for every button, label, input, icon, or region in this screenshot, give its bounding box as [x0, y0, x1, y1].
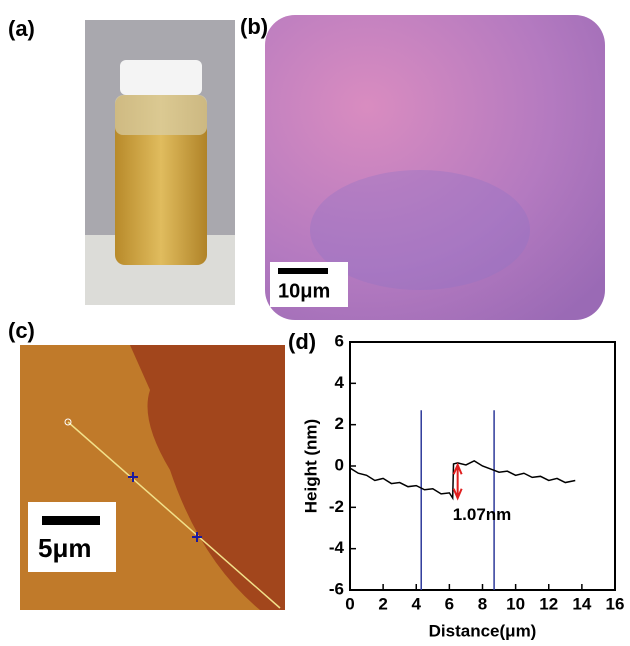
x-tick-label: 6	[445, 594, 454, 613]
y-tick-label: -6	[329, 579, 344, 598]
annotation: 1.07nm	[453, 505, 512, 524]
y-tick-label: 4	[335, 373, 345, 392]
scale-bar-label: 10μm	[278, 280, 330, 302]
figure: (a) (b) 10μm (c) 5μm (d) 0 2 4 6 8 10 12 14 16 -6…	[0, 0, 630, 641]
y-tick-label: 2	[335, 414, 344, 433]
chart: 0 2 4 6 8 10 12 14 16 -6 -4 -2 0 2 4 6 Distance(μm) Heigh…	[301, 331, 624, 640]
x-tick-label: 16	[606, 594, 625, 613]
y-tick-label: -2	[329, 497, 344, 516]
panel-label: (c)	[8, 318, 35, 343]
y-tick-label: -4	[329, 538, 345, 557]
x-axis-label: Distance(μm)	[429, 621, 537, 640]
panel-label: (d)	[288, 329, 316, 354]
photo-afm: 5μm	[20, 345, 285, 610]
panel-label: (b)	[240, 14, 268, 39]
photo-vial	[85, 20, 235, 305]
step-arrow	[454, 465, 462, 498]
x-tick-label: 0	[345, 594, 354, 613]
y-tick-label: 0	[335, 455, 344, 474]
x-tick-label: 2	[378, 594, 387, 613]
profile-line	[350, 461, 575, 498]
x-tick-label: 14	[572, 594, 591, 613]
x-tick-label: 10	[506, 594, 525, 613]
y-tick-label: 6	[335, 331, 344, 350]
scale-bar-label: 5μm	[38, 533, 92, 563]
x-tick-label: 12	[539, 594, 558, 613]
panel-label: (a)	[8, 16, 35, 41]
y-axis-label: Height (nm)	[301, 419, 320, 513]
x-tick-label: 8	[478, 594, 487, 613]
photo-optical: 10μm	[265, 15, 605, 320]
x-tick-label: 4	[412, 594, 422, 613]
